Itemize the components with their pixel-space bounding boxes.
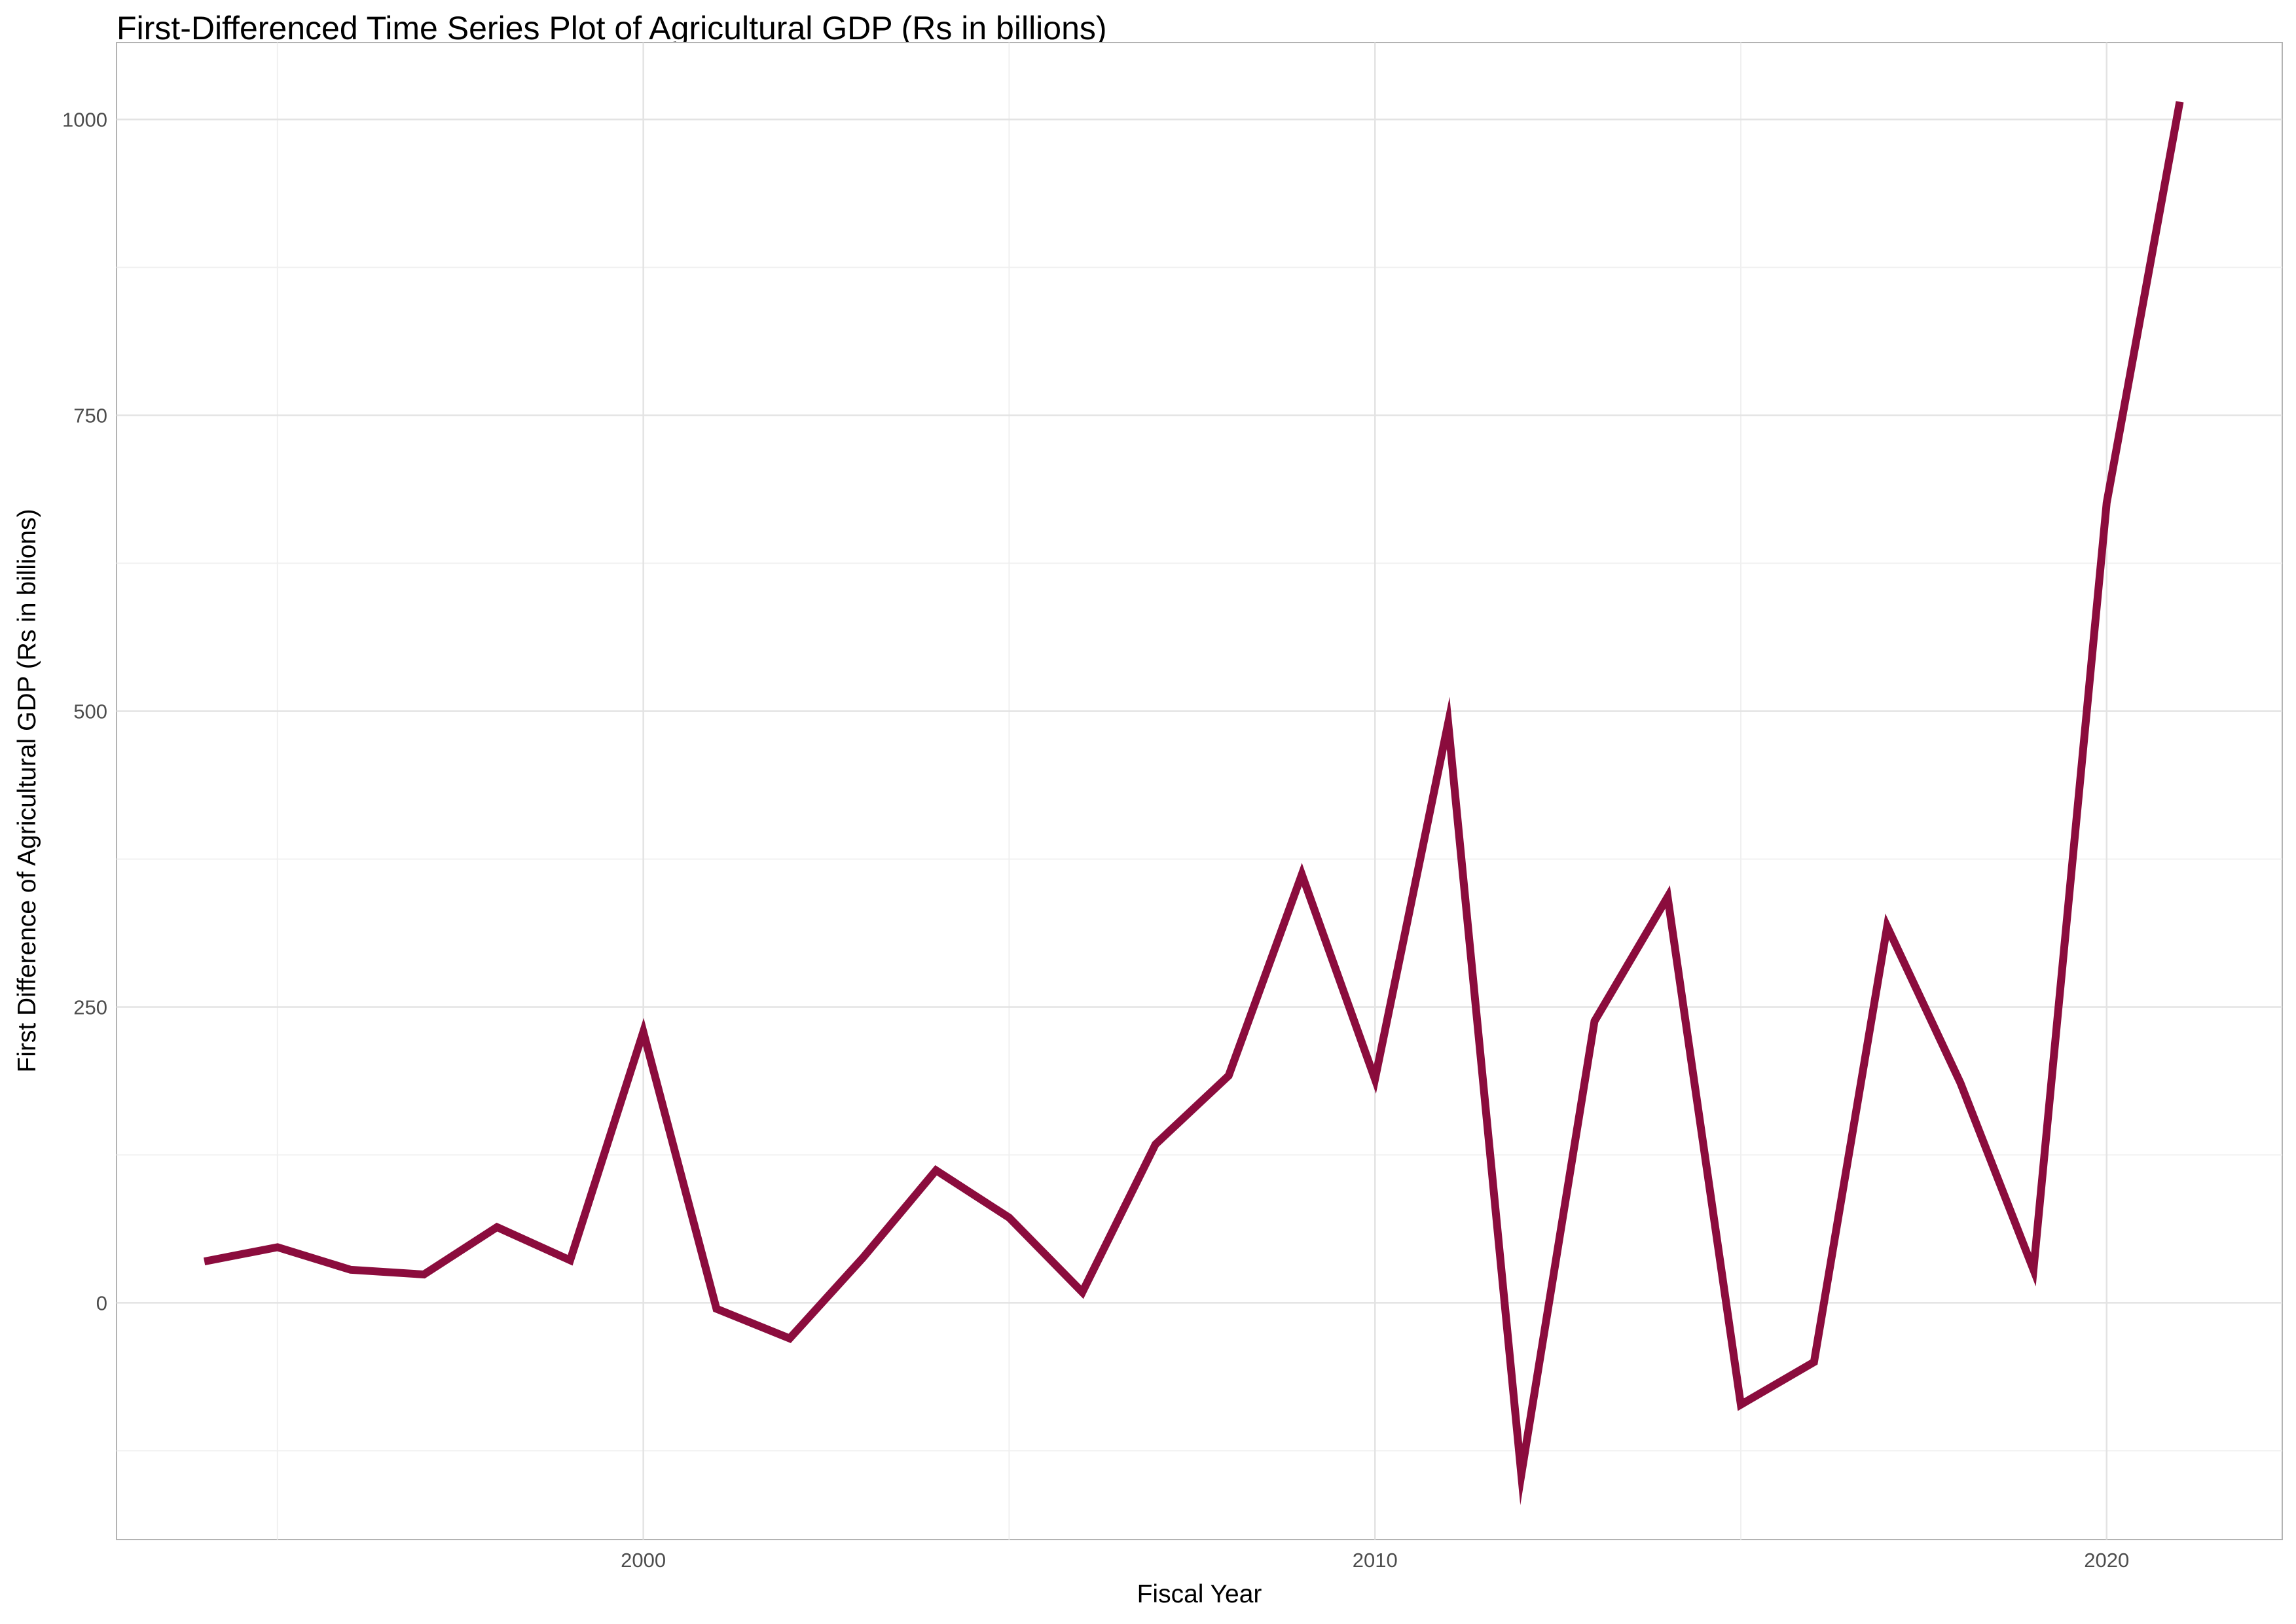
- x-axis-ticks: 2000 2010 2020: [621, 1549, 2129, 1572]
- y-tick-label: 250: [73, 996, 107, 1019]
- y-tick-label: 500: [73, 700, 107, 723]
- x-tick-label: 2010: [1353, 1549, 1398, 1572]
- x-axis-title: Fiscal Year: [1137, 1580, 1262, 1608]
- series-line: [203, 101, 2184, 1506]
- x-tick-label: 2020: [2084, 1549, 2129, 1572]
- y-axis-ticks: 0 250 500 750 1000: [62, 109, 107, 1315]
- y-tick-label: 1000: [62, 109, 107, 132]
- chart-title: First-Differenced Time Series Plot of Ag…: [117, 10, 1107, 46]
- series-layer: [203, 101, 2184, 1506]
- y-tick-label: 0: [96, 1291, 107, 1314]
- minor-gridlines: [117, 43, 2282, 1540]
- y-tick-label: 750: [73, 404, 107, 427]
- y-axis-title: First Difference of Agricultural GDP (Rs…: [13, 509, 41, 1072]
- plot-panel: [116, 42, 2283, 1540]
- x-tick-label: 2000: [621, 1549, 666, 1572]
